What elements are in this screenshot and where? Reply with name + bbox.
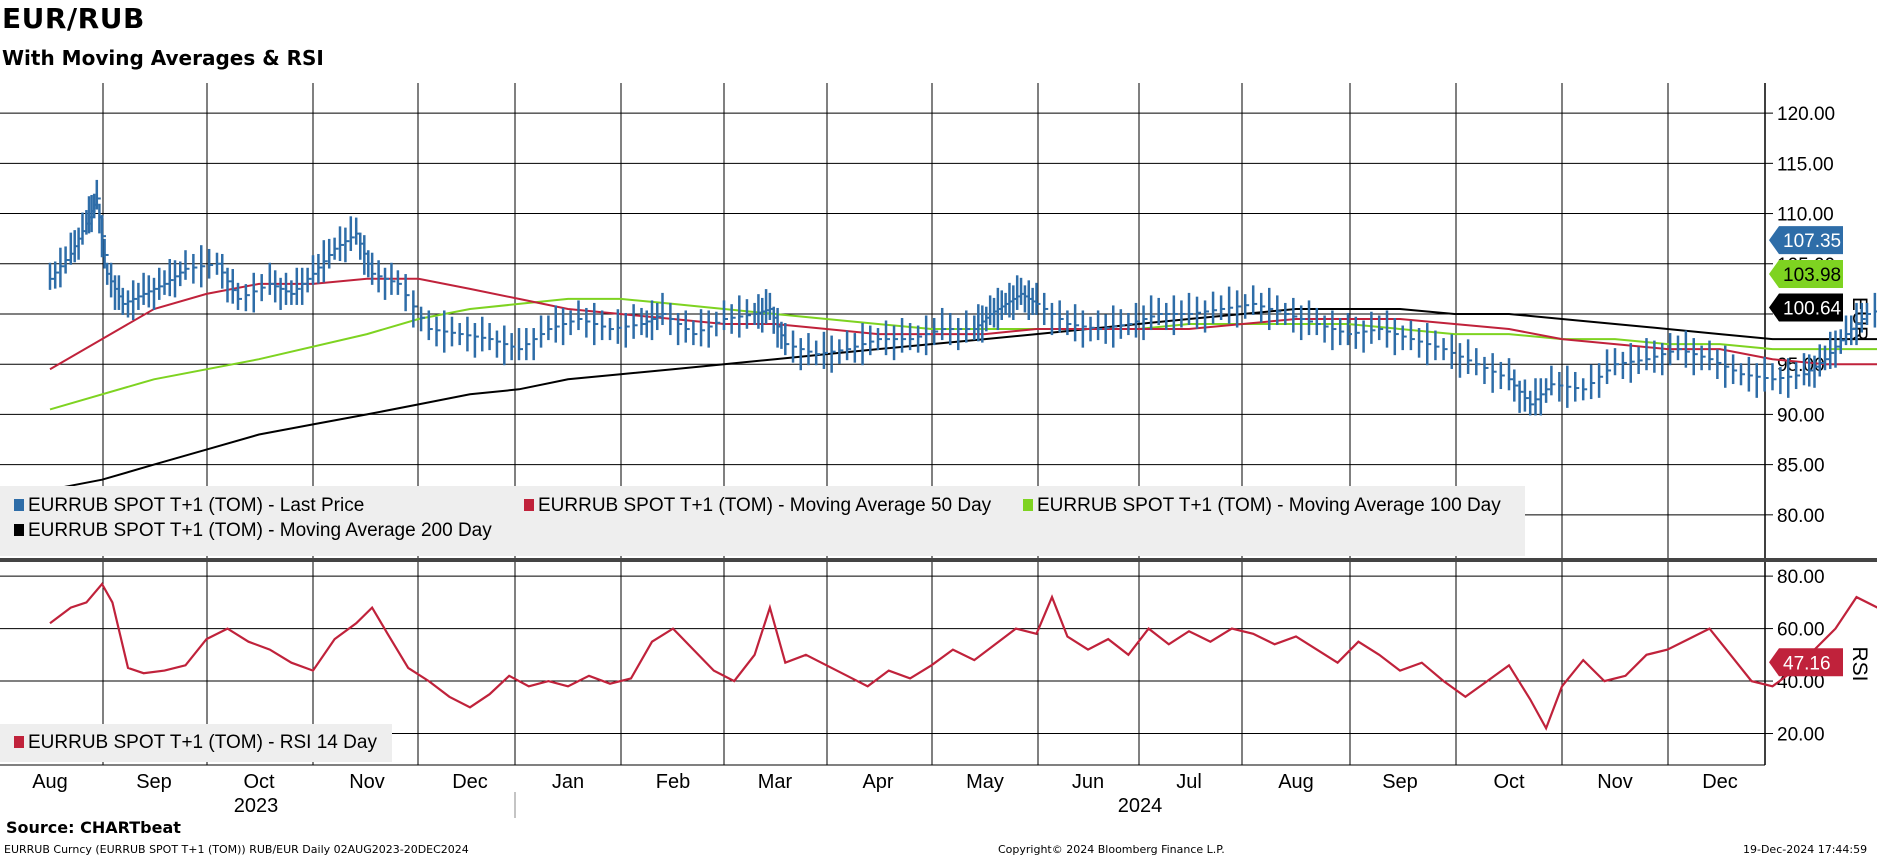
- timestamp: 19-Dec-2024 17:44:59: [1743, 843, 1868, 856]
- legend-swatch: [14, 499, 24, 511]
- legend-label: EURRUB SPOT T+1 (TOM) - Moving Average 5…: [538, 495, 992, 516]
- chart-subtitle: With Moving Averages & RSI: [2, 46, 324, 70]
- y-tick-label: 80.00: [1777, 506, 1825, 527]
- ma200-tag-text: 100.64: [1783, 299, 1842, 320]
- x-year-label: 2024: [1118, 795, 1163, 817]
- copyright-text: Copyright© 2024 Bloomberg Finance L.P.: [998, 843, 1225, 856]
- x-tick-label: Mar: [758, 771, 793, 793]
- x-tick-label: Jun: [1072, 771, 1104, 793]
- x-tick-label: Oct: [1493, 771, 1525, 793]
- x-tick-label: Oct: [243, 771, 275, 793]
- security-description: EURRUB Curncy (EURRUB SPOT T+1 (TOM)) RU…: [4, 843, 469, 856]
- ma100-tag: [1769, 260, 1843, 289]
- x-tick-label: Jul: [1176, 771, 1202, 793]
- x-tick-label: Dec: [452, 771, 488, 793]
- ma200-line: [49, 308, 1877, 491]
- x-tick-label: Sep: [1382, 771, 1418, 793]
- ma50-line: [49, 277, 1877, 371]
- panel-divider: [0, 558, 1877, 562]
- rsi-legend-box: [0, 724, 392, 762]
- x-tick-label: Aug: [32, 771, 68, 793]
- x-tick-label: Jan: [552, 771, 584, 793]
- ma100-tag-text: 103.98: [1783, 265, 1841, 286]
- legend-label: EURRUB SPOT T+1 (TOM) - Last Price: [28, 495, 364, 516]
- source-label: Source: CHARTbeat: [6, 818, 181, 837]
- y-tick-label: 120.00: [1777, 104, 1835, 125]
- x-year-label: 2023: [234, 795, 279, 817]
- x-tick-label: Sep: [136, 771, 172, 793]
- legend-swatch: [524, 499, 534, 511]
- y-tick-label: 115.00: [1777, 154, 1834, 175]
- legend-label: EURRUB SPOT T+1 (TOM) - Moving Average 1…: [1037, 495, 1501, 516]
- last-price-tag-text: 107.35: [1783, 231, 1841, 252]
- x-tick-label: Feb: [656, 771, 690, 793]
- y-tick-label: 110.00: [1777, 205, 1834, 226]
- y-tick-label: 40.00: [1777, 672, 1825, 693]
- rsi-tag-text: 47.16: [1783, 653, 1831, 674]
- x-tick-label: Aug: [1278, 771, 1314, 793]
- y-tick-label: 90.00: [1777, 405, 1825, 426]
- ma200-tag: [1769, 293, 1843, 322]
- last-price-tag: [1769, 226, 1843, 255]
- legend-swatch: [14, 736, 24, 748]
- y-axis-title: EUR: [1848, 297, 1871, 341]
- y-tick-label: 20.00: [1777, 725, 1825, 746]
- y-axis-title: RSI: [1848, 646, 1871, 681]
- x-tick-label: Dec: [1702, 771, 1738, 793]
- y-tick-label: 60.00: [1777, 620, 1825, 641]
- legend-swatch: [14, 524, 24, 536]
- rsi-tag: [1769, 648, 1843, 677]
- x-tick-label: Apr: [862, 771, 893, 793]
- rsi-line: [49, 582, 1877, 731]
- y-tick-label: 85.00: [1777, 456, 1825, 477]
- x-tick-label: Nov: [349, 771, 385, 793]
- price-legend-box: [0, 486, 1525, 556]
- legend-label: EURRUB SPOT T+1 (TOM) - RSI 14 Day: [28, 732, 377, 753]
- legend-swatch: [1023, 499, 1033, 511]
- legend-label: EURRUB SPOT T+1 (TOM) - Moving Average 2…: [28, 520, 492, 541]
- x-tick-label: May: [966, 771, 1004, 793]
- x-tick-label: Nov: [1597, 771, 1633, 793]
- y-tick-label: 95.00: [1777, 355, 1825, 376]
- y-tick-label: 80.00: [1777, 567, 1825, 588]
- chart-title: EUR/RUB: [2, 2, 145, 35]
